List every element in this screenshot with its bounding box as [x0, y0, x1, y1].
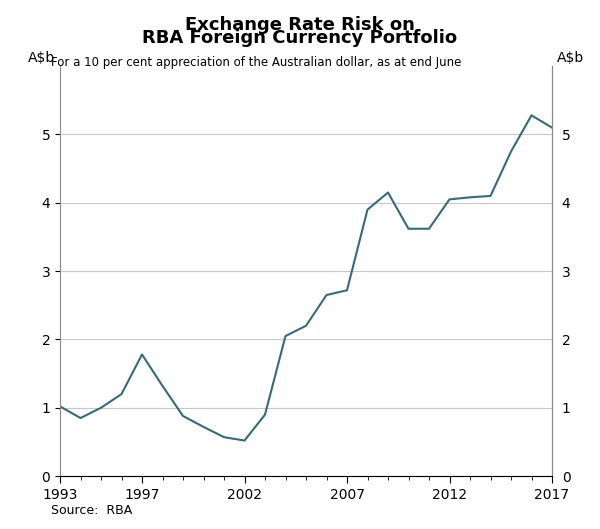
Text: A$b: A$b — [28, 51, 55, 65]
Text: RBA Foreign Currency Portfolio: RBA Foreign Currency Portfolio — [142, 29, 458, 47]
Text: A$b: A$b — [557, 51, 584, 65]
Text: Source:  RBA: Source: RBA — [51, 504, 132, 517]
Text: Exchange Rate Risk on: Exchange Rate Risk on — [185, 16, 415, 34]
Text: For a 10 per cent appreciation of the Australian dollar, as at end June: For a 10 per cent appreciation of the Au… — [51, 56, 461, 69]
